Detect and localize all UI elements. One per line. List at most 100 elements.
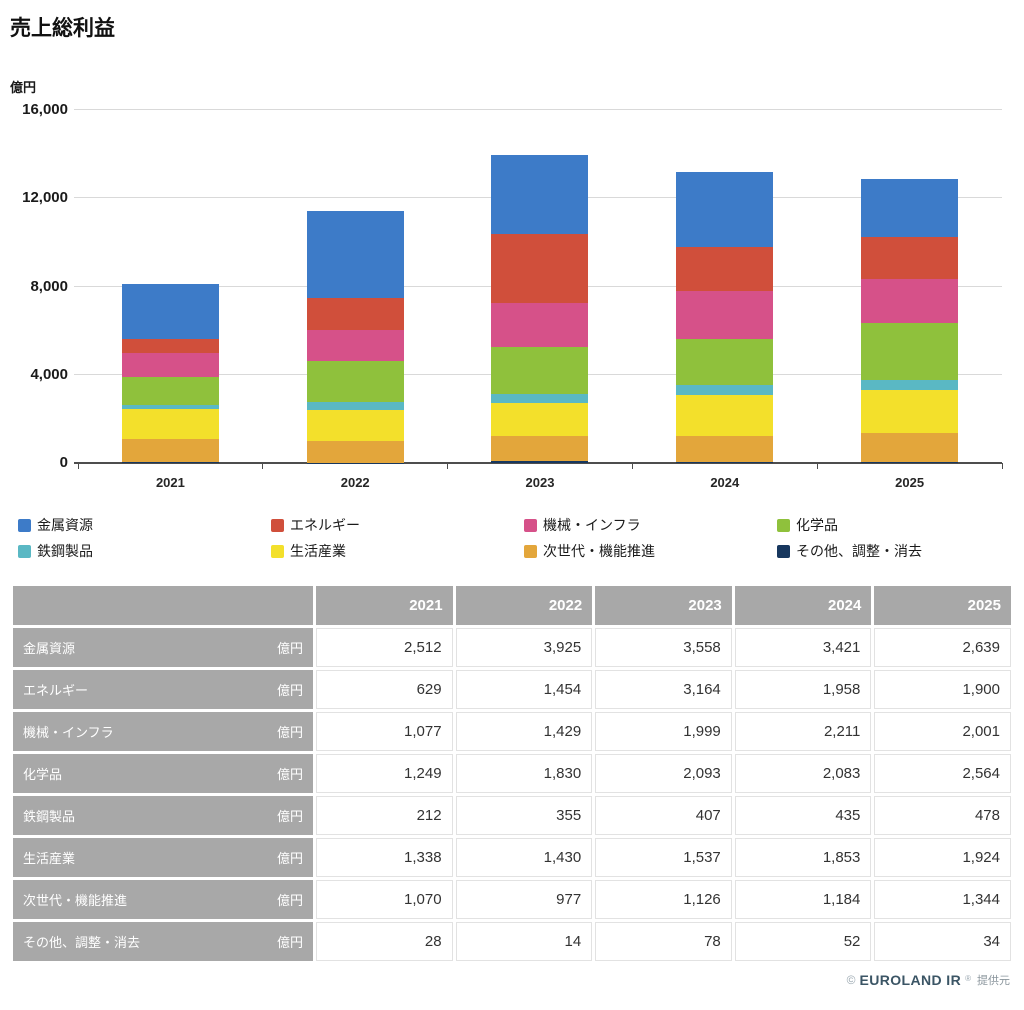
table-cell-value: 355 bbox=[455, 796, 593, 835]
legend-item[interactable]: 機械・インフラ bbox=[524, 515, 777, 535]
bar-segment[interactable] bbox=[861, 379, 959, 391]
x-axis-category-label: 2023 bbox=[525, 475, 555, 490]
bar-segment[interactable] bbox=[306, 401, 404, 410]
legend-label: その他、調整・消去 bbox=[796, 543, 922, 559]
copyright-symbol: © bbox=[846, 973, 856, 987]
euroland-brand-text: EUROLAND IR bbox=[859, 972, 962, 988]
legend-label: エネルギー bbox=[290, 517, 360, 533]
y-axis-tick-label: 0 bbox=[59, 454, 68, 471]
legend-item[interactable]: 化学品 bbox=[777, 515, 1024, 535]
x-axis-category-label: 2022 bbox=[340, 475, 370, 490]
legend-item[interactable]: エネルギー bbox=[271, 515, 524, 535]
bar-segment[interactable] bbox=[491, 461, 589, 463]
table-cell-value: 1,830 bbox=[455, 754, 593, 793]
bar-segment[interactable] bbox=[306, 409, 404, 442]
data-table: 2021 2022 2023 2024 2025 金属資源 億円 2,512 3,925 3,5… bbox=[10, 583, 1014, 964]
bar-segment[interactable] bbox=[121, 404, 219, 410]
legend-swatch-icon bbox=[18, 518, 31, 532]
bar-segment[interactable] bbox=[491, 402, 589, 437]
legend-swatch-icon bbox=[777, 518, 790, 532]
bar-segment[interactable] bbox=[676, 247, 774, 291]
table-row-label: 金属資源 bbox=[23, 641, 76, 656]
table-row: 金属資源 億円 2,512 3,925 3,558 3,421 2,639 bbox=[13, 628, 1011, 667]
table-cell-value: 2,093 bbox=[595, 754, 732, 793]
x-axis-category-label: 2024 bbox=[710, 475, 740, 490]
bar-segment[interactable] bbox=[861, 323, 959, 380]
bar-segment[interactable] bbox=[121, 377, 219, 405]
table-cell-value: 1,853 bbox=[734, 838, 872, 877]
bar-segment[interactable] bbox=[491, 233, 589, 304]
legend-item[interactable]: 鉄鋼製品 bbox=[18, 541, 271, 561]
bar-segment[interactable] bbox=[491, 303, 589, 348]
legend-swatch-icon bbox=[524, 544, 537, 558]
table-cell-value: 3,558 bbox=[595, 628, 732, 667]
stacked-bar-2024[interactable] bbox=[676, 171, 774, 463]
bar-segment[interactable] bbox=[306, 441, 404, 463]
bar-segment[interactable] bbox=[121, 284, 219, 340]
bar-segment[interactable] bbox=[121, 353, 219, 378]
bar-segment[interactable] bbox=[121, 438, 219, 463]
table-row: 鉄鋼製品 億円 212 355 407 435 478 bbox=[13, 796, 1011, 835]
bar-segment[interactable] bbox=[306, 211, 404, 298]
table-cell-value: 1,429 bbox=[455, 712, 593, 751]
x-axis-line bbox=[74, 462, 1002, 464]
table-row-label: 鉄鋼製品 bbox=[23, 809, 76, 824]
bar-segment[interactable] bbox=[861, 178, 959, 238]
bar-segment[interactable] bbox=[306, 329, 404, 362]
bar-segment[interactable] bbox=[676, 339, 774, 386]
table-row-label-cell: 鉄鋼製品 億円 bbox=[13, 796, 313, 835]
bar-segment[interactable] bbox=[306, 361, 404, 402]
bar-segment[interactable] bbox=[676, 171, 774, 248]
bar-segment[interactable] bbox=[121, 462, 219, 463]
table-row-label-cell: 生活産業 億円 bbox=[13, 838, 313, 877]
legend-item[interactable]: その他、調整・消去 bbox=[777, 541, 1024, 561]
table-row-label: その他、調整・消去 bbox=[23, 935, 141, 950]
data-table-wrap: 2021 2022 2023 2024 2025 金属資源 億円 2,512 3,925 3,5… bbox=[10, 583, 1014, 964]
bar-segment[interactable] bbox=[491, 393, 589, 403]
table-header-year: 2023 bbox=[595, 586, 732, 625]
table-row: エネルギー 億円 629 1,454 3,164 1,958 1,900 bbox=[13, 670, 1011, 709]
bar-segment[interactable] bbox=[676, 290, 774, 340]
bar-segment[interactable] bbox=[861, 432, 959, 463]
table-cell-value: 14 bbox=[455, 922, 593, 961]
bar-segment[interactable] bbox=[306, 297, 404, 330]
legend-label: 生活産業 bbox=[290, 543, 346, 559]
bar-segment[interactable] bbox=[676, 385, 774, 395]
bar-segment[interactable] bbox=[491, 436, 589, 462]
legend-item[interactable]: 生活産業 bbox=[271, 541, 524, 561]
bar-segment[interactable] bbox=[676, 394, 774, 436]
stacked-bar-2023[interactable] bbox=[491, 155, 589, 463]
table-row-label: 機械・インフラ bbox=[23, 725, 114, 740]
bar-segment[interactable] bbox=[676, 435, 774, 462]
legend-swatch-icon bbox=[271, 544, 284, 558]
bar-segment[interactable] bbox=[861, 462, 959, 463]
legend-item[interactable]: 次世代・機能推進 bbox=[524, 541, 777, 561]
x-axis-tick bbox=[77, 463, 79, 469]
y-axis-unit-label: 億円 bbox=[10, 80, 37, 95]
bar-segment[interactable] bbox=[491, 155, 589, 234]
x-axis-labels: 2021 2022 2023 2024 2025 bbox=[78, 475, 1002, 493]
bar-segment[interactable] bbox=[121, 409, 219, 439]
legend-swatch-icon bbox=[271, 518, 284, 532]
bar-segment[interactable] bbox=[121, 339, 219, 354]
bar-segment[interactable] bbox=[491, 347, 589, 394]
bar-segment[interactable] bbox=[676, 461, 774, 463]
legend-item[interactable]: 金属資源 bbox=[18, 515, 271, 535]
bar-slot bbox=[263, 110, 448, 463]
bar-segment[interactable] bbox=[861, 278, 959, 324]
bar-segment[interactable] bbox=[861, 237, 959, 279]
stacked-bar-2022[interactable] bbox=[306, 211, 404, 463]
stacked-bar-2025[interactable] bbox=[861, 178, 959, 463]
stacked-bar-2021[interactable] bbox=[121, 284, 219, 463]
table-unit-label: 億円 bbox=[276, 725, 303, 740]
table-cell-value: 1,070 bbox=[316, 880, 453, 919]
table-cell-value: 3,925 bbox=[455, 628, 593, 667]
x-axis-tick bbox=[1001, 463, 1003, 469]
table-cell-value: 2,083 bbox=[734, 754, 872, 793]
table-row-label-cell: その他、調整・消去 億円 bbox=[13, 922, 313, 961]
table-cell-value: 28 bbox=[316, 922, 453, 961]
table-header-year: 2024 bbox=[734, 586, 872, 625]
table-row: その他、調整・消去 億円 28 14 78 52 34 bbox=[13, 922, 1011, 961]
bar-segment[interactable] bbox=[861, 390, 959, 433]
table-unit-label: 億円 bbox=[276, 683, 303, 698]
